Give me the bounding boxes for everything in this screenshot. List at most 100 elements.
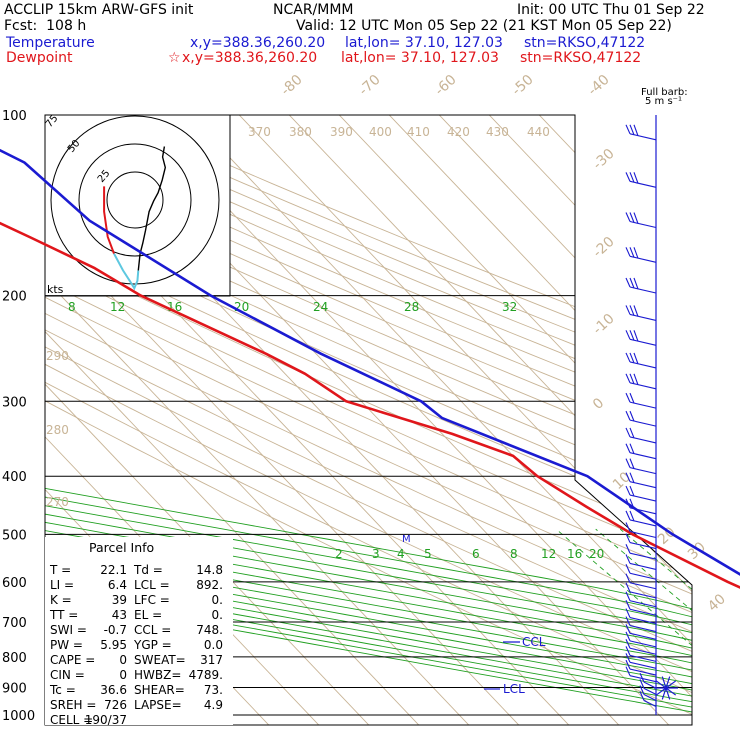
wind-barb-surface [661, 687, 667, 700]
wind-barb-shaft [629, 361, 657, 369]
dry-adiabat-line [45, 115, 692, 725]
wind-barb-shaft [643, 700, 657, 708]
wind-barb [625, 352, 657, 369]
wind-barb-feather [629, 410, 635, 422]
isotherm-label: -70 [356, 72, 384, 99]
parcel-info-cell: 43 [112, 608, 127, 622]
wind-barb-feather [633, 172, 639, 184]
wind-barb [625, 247, 657, 263]
parcel-info-cell: HWBZ= [134, 668, 181, 682]
mixing-ratio-label: 12 [110, 300, 125, 314]
wind-barb-feather [625, 373, 631, 384]
moist-adiabat-line [45, 295, 692, 725]
isotherm-line [212, 115, 692, 725]
wind-barb [625, 522, 657, 539]
parcel-info-cell: 0 [119, 653, 127, 667]
parcel-info-cell: TT = [49, 608, 78, 622]
moist-adiabat-line [45, 295, 692, 725]
wind-barb-shaft [629, 640, 657, 648]
wind-barb [625, 443, 657, 460]
dewpoint-star-icon: ☆ [168, 50, 181, 66]
wind-barb-shaft [629, 419, 657, 427]
pressure-tick-label: 700 [2, 616, 27, 631]
pressure-tick-label: 300 [2, 395, 27, 410]
mixing-ratio-label: 32 [502, 300, 517, 314]
wind-barb-feather [625, 543, 631, 554]
parcel-info-cell: 73. [204, 683, 223, 697]
valid-time: Valid: 12 UTC Mon 05 Sep 22 (21 KST Mon … [296, 18, 672, 34]
wind-barb [625, 277, 657, 294]
dry-adiabat-line [45, 115, 692, 725]
wind-barb-feather [629, 498, 635, 509]
hodograph-unit-label: kts [47, 283, 64, 296]
mixing-ratio-label: 12 [541, 547, 556, 561]
theta-label: 420 [447, 125, 470, 139]
wind-barb-shaft [629, 401, 657, 409]
isotherm-line [462, 115, 692, 725]
theta-label: 370 [248, 125, 271, 139]
wind-barb [625, 554, 657, 570]
wind-barb [625, 582, 657, 599]
wind-barb [625, 124, 657, 141]
ccl-label: CCL [522, 635, 546, 649]
wind-barb-feather [625, 247, 631, 257]
moist-adiabat-line [45, 295, 692, 725]
wind-barb-feather [625, 533, 631, 543]
wind-barb-feather [633, 373, 639, 386]
wind-barb-feather [625, 573, 631, 583]
mixing-ratio-label: 20 [589, 547, 604, 561]
wind-barb-feather [625, 582, 631, 593]
parcel-info-cell: Tc = [49, 683, 76, 697]
theta-label: 280 [46, 423, 69, 437]
parcel-info-cell: CELL = [50, 713, 93, 727]
parcel-info-cell: 726 [104, 698, 127, 712]
wind-barb-feather [629, 458, 635, 469]
parcel-info-cell: 36.6 [100, 683, 127, 697]
wind-barb-shaft [629, 180, 657, 188]
wind-barb-feather [625, 458, 631, 468]
isotherm-line [45, 115, 422, 725]
wind-barb [625, 616, 657, 633]
theta-label: 380 [289, 125, 312, 139]
parcel-info-cell: SHEAR= [134, 683, 185, 697]
parcel-info-cell: 748. [196, 623, 223, 637]
wind-barb-shaft [629, 452, 657, 460]
dry-adiabat-line [45, 115, 692, 725]
isotherm-label: -30 [590, 146, 618, 173]
moist-adiabat-line [45, 295, 692, 725]
pressure-tick-label: 600 [2, 576, 27, 591]
mixing-ratio-label: 24 [313, 300, 328, 314]
wind-barb-shaft [629, 617, 657, 625]
parcel-info-cell: 0 [119, 668, 127, 682]
wind-barb-feather [639, 672, 645, 683]
moist-adiabat-line [45, 295, 692, 725]
parcel-info-cell: 317 [200, 653, 223, 667]
dry-adiabat-line [45, 115, 692, 725]
wind-barb-feather [625, 522, 631, 532]
wind-barb-shaft [629, 382, 657, 390]
mixing-ratio-label: 28 [404, 300, 419, 314]
wind-barb-shaft [629, 552, 657, 560]
wind-barb-shaft [629, 661, 657, 669]
temperature-profile [0, 148, 740, 576]
wind-barb [625, 653, 657, 669]
temperature-legend: Temperature [6, 35, 95, 51]
parcel-info-cell: 4.9 [204, 698, 223, 712]
wind-barb [625, 543, 657, 560]
parcel-info-cell: 4789. [189, 668, 223, 682]
parcel-info-cell: CIN = [50, 668, 85, 682]
parcel-info-cell: T = [49, 563, 71, 577]
wind-barb-surface [665, 676, 671, 689]
wind-barb-feather [629, 373, 635, 385]
hodograph-ring [78, 143, 192, 257]
wind-barb-feather [633, 305, 639, 317]
wind-barb-feather [625, 472, 631, 482]
parcel-info-table: T = 22.1 Td = 14.8 LI = 6.4 LCL = 892. K = 39 LFC … [49, 563, 223, 727]
parcel-info-cell: 39 [112, 593, 127, 607]
wind-barb-feather [625, 646, 631, 656]
wind-barb-shaft [629, 481, 657, 489]
wind-barb-shaft [629, 519, 657, 527]
pressure-tick-label: 400 [2, 470, 27, 485]
mixing-ratio-label: 8 [510, 547, 518, 561]
wind-barb-feather [625, 591, 631, 601]
